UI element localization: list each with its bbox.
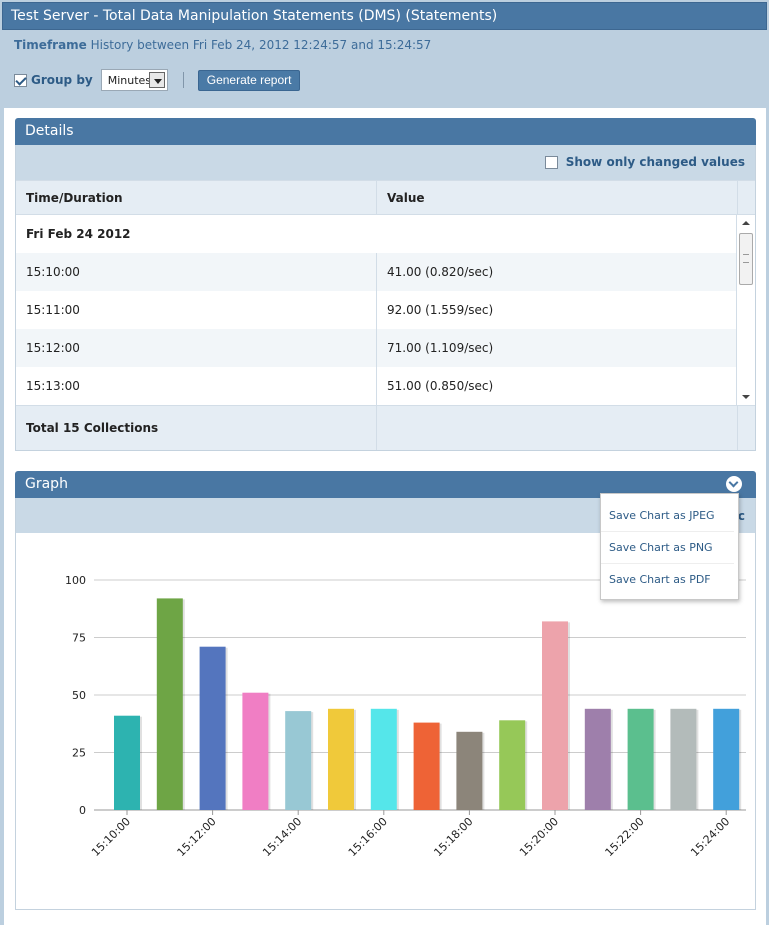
table-row[interactable]: 15:10:00 41.00 (0.820/sec) [16, 253, 755, 291]
groupby-label: Group by [31, 73, 93, 87]
window-title: Test Server - Total Data Manipulation St… [2, 2, 767, 30]
bar [328, 708, 354, 810]
x-tick-label: 15:18:00 [431, 815, 475, 859]
scroll-down-icon[interactable] [742, 395, 750, 399]
scroll-thumb[interactable] [739, 233, 753, 285]
x-tick-label: 15:16:00 [346, 815, 390, 859]
row-value: 71.00 (1.109/sec) [387, 341, 494, 355]
group-label: Fri Feb 24 2012 [26, 227, 131, 241]
row-time: 15:10:00 [26, 265, 80, 279]
bar [114, 715, 140, 810]
footer-total: Total 15 Collections [26, 421, 159, 435]
details-panel: Show only changed values Time/Duration V… [15, 145, 756, 451]
groupby-checkbox[interactable] [14, 73, 27, 87]
bar [584, 708, 611, 810]
y-tick-label: 100 [65, 574, 86, 587]
bar [156, 598, 183, 810]
groupby-row: Group by Minutes Generate report [14, 69, 301, 91]
column-header-time[interactable]: Time/Duration [16, 181, 377, 214]
toolbar-divider [182, 72, 184, 88]
bar [542, 621, 568, 810]
chevron-down-icon[interactable] [726, 476, 742, 492]
bar [370, 708, 397, 810]
menu-item-save-png[interactable]: Save Chart as PNG [601, 532, 734, 564]
table-body: Fri Feb 24 2012 15:10:00 41.00 (0.820/se… [16, 215, 755, 405]
bar [242, 692, 269, 810]
graph-panel: c 0 25 50 75 100 15:10:00 15:12:00 15:14:00 15:1… [15, 498, 756, 910]
groupby-select[interactable]: Minutes [100, 69, 168, 91]
column-header-value[interactable]: Value [377, 181, 738, 214]
column-header-time-label: Time/Duration [26, 190, 123, 205]
row-time: 15:11:00 [26, 303, 80, 317]
row-value: 41.00 (0.820/sec) [387, 265, 494, 279]
bar [285, 711, 312, 810]
table-row[interactable]: 15:12:00 71.00 (1.109/sec) [16, 329, 755, 367]
timeframe: Timeframe History between Fri Feb 24, 20… [14, 38, 431, 52]
bar [199, 646, 226, 810]
table-row[interactable]: 15:11:00 92.00 (1.559/sec) [16, 291, 755, 329]
bar [456, 731, 483, 810]
table-header: Time/Duration Value [16, 180, 755, 215]
scroll-up-icon[interactable] [742, 221, 750, 225]
y-tick-label: 25 [72, 747, 86, 760]
bar [670, 708, 697, 810]
row-time: 15:12:00 [26, 341, 80, 355]
chevron-down-icon[interactable] [148, 72, 165, 88]
graph-toolbar-text: c [737, 509, 745, 523]
table-footer: Total 15 Collections [16, 405, 755, 450]
y-tick-label: 75 [72, 632, 86, 645]
row-value: 51.00 (0.850/sec) [387, 379, 494, 393]
x-tick-label: 15:24:00 [688, 815, 732, 859]
timeframe-label: Timeframe [14, 38, 87, 52]
menu-item-save-jpeg[interactable]: Save Chart as JPEG [601, 500, 734, 532]
x-tick-label: 15:20:00 [517, 815, 561, 859]
export-menu: Save Chart as JPEG Save Chart as PNG Sav… [600, 493, 739, 600]
table-scrollbar[interactable] [736, 215, 755, 405]
x-tick-label: 15:22:00 [603, 815, 647, 859]
show-changed-checkbox[interactable] [544, 155, 558, 169]
bar [627, 708, 654, 810]
column-header-value-label: Value [387, 190, 425, 205]
y-tick-label: 0 [79, 804, 86, 817]
bar-chart: 0 25 50 75 100 15:10:00 15:12:00 15:14:00 15:16:… [65, 574, 746, 859]
bar [499, 720, 526, 810]
timeframe-text: History between Fri Feb 24, 2012 12:24:5… [90, 38, 432, 52]
x-tick-label: 15:10:00 [89, 815, 133, 859]
x-tick-label: 15:12:00 [175, 815, 219, 859]
row-time: 15:13:00 [26, 379, 80, 393]
show-changed-toggle[interactable]: Show only changed values [544, 155, 745, 169]
table-row[interactable]: 15:13:00 51.00 (0.850/sec) [16, 367, 755, 405]
table-group-row: Fri Feb 24 2012 [16, 215, 755, 253]
groupby-select-value: Minutes [107, 73, 152, 87]
graph-title: Graph [25, 476, 68, 492]
x-tick-label: 15:14:00 [260, 815, 304, 859]
bar [413, 722, 440, 810]
generate-report-button[interactable]: Generate report [197, 69, 301, 91]
bar [713, 708, 740, 810]
row-value: 92.00 (1.559/sec) [387, 303, 494, 317]
details-toolbar: Show only changed values [16, 145, 755, 180]
menu-item-save-pdf[interactable]: Save Chart as PDF [609, 573, 711, 586]
details-title: Details [25, 123, 74, 139]
show-changed-label: Show only changed values [565, 155, 745, 169]
details-panel-header: Details [15, 118, 756, 145]
y-tick-label: 50 [72, 689, 86, 702]
